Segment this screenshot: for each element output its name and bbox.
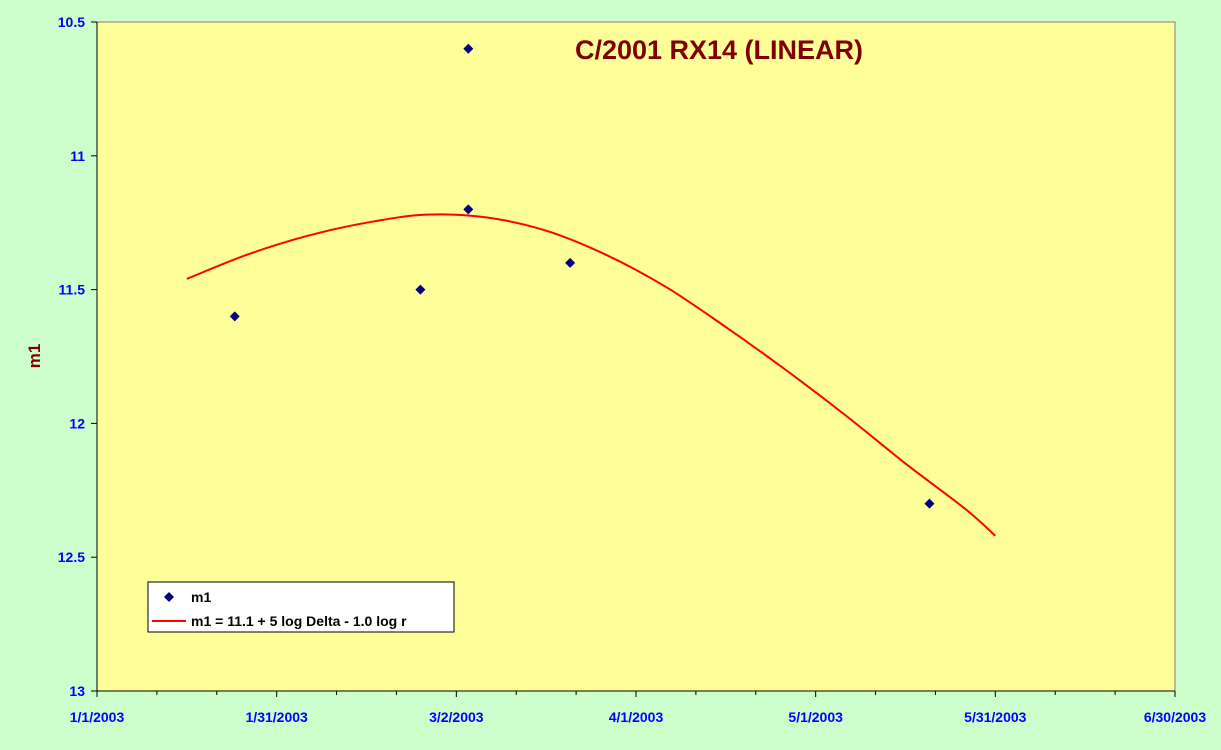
x-tick-label: 6/30/2003 [1144, 709, 1206, 725]
y-tick-label: 11.5 [59, 282, 86, 298]
y-axis-title: m1 [25, 344, 44, 369]
plot-area [96, 21, 1176, 692]
x-tick-label: 5/1/2003 [788, 709, 843, 725]
legend-label-m1: m1 [191, 589, 211, 605]
data-point [415, 284, 426, 295]
y-tick-label: 11 [70, 148, 85, 164]
x-tick-labels: 1/1/2003 1/31/2003 3/2/2003 4/1/2003 5/1/200… [70, 709, 1207, 725]
legend-box [147, 581, 455, 633]
y-tick-label: 12 [69, 415, 85, 431]
x-tick-label: 1/1/2003 [70, 709, 125, 725]
y-tick-label: 12.5 [58, 549, 85, 565]
axes [91, 21, 1176, 697]
x-tick-label: 5/31/2003 [964, 709, 1026, 725]
data-point [565, 257, 576, 268]
legend-marker-m1 [164, 592, 174, 602]
legend-diamond [164, 592, 174, 602]
chart-title: C/2001 RX14 (LINEAR) [575, 35, 863, 65]
x-tick-label: 3/2/2003 [429, 709, 484, 725]
y-tick-label: 10.5 [58, 14, 85, 30]
data-point [924, 498, 935, 509]
x-tick-label: 1/31/2003 [246, 709, 308, 725]
legend: m1 m1 = 11.1 + 5 log Delta - 1.0 log r [147, 581, 455, 633]
data-point [229, 311, 240, 322]
x-tick-label: 4/1/2003 [609, 709, 664, 725]
data-points-layer [229, 43, 935, 509]
y-tick-label: 13 [69, 683, 85, 699]
legend-label-fit: m1 = 11.1 + 5 log Delta - 1.0 log r [191, 613, 407, 629]
y-tick-labels: 10.5 11 11.5 12 12.5 13 [58, 14, 85, 699]
fit-curve-line [186, 213, 996, 537]
data-point [463, 43, 474, 54]
fit-curve-layer [186, 213, 996, 537]
data-point [463, 204, 474, 215]
